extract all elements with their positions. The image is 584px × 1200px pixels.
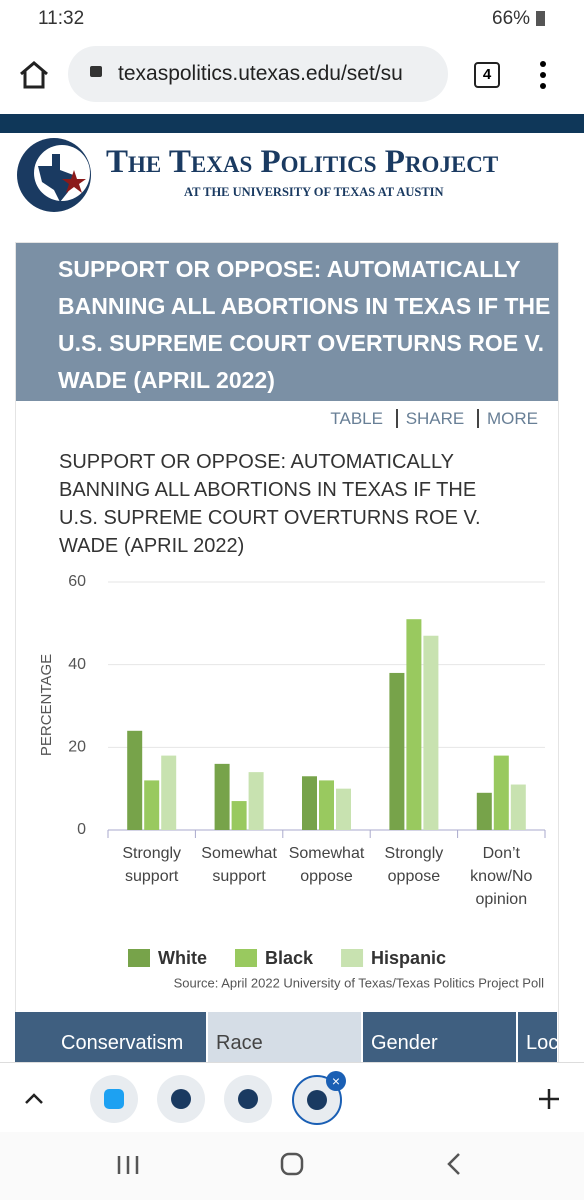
- tab-twitter[interactable]: [90, 1075, 138, 1123]
- tab-site[interactable]: [157, 1075, 205, 1123]
- action-share[interactable]: SHARE: [405, 409, 465, 428]
- site-subtitle: AT THE UNIVERSITY OF TEXAS AT AUSTIN: [184, 185, 444, 199]
- home-button[interactable]: [18, 60, 50, 90]
- lock-icon: [90, 66, 102, 77]
- chart: 0 20 40 60 PERCENTAGE Strongly support Somewhat…: [38, 573, 546, 990]
- tab[interactable]: Loc: [518, 1012, 557, 1062]
- battery: 66%: [492, 8, 531, 29]
- browser-bar: texaspolitics.utexas.edu/set/su 4: [0, 38, 584, 110]
- battery-icon: [536, 11, 545, 26]
- tab[interactable]: Race: [208, 1012, 363, 1062]
- close-tab[interactable]: ×: [326, 1071, 346, 1091]
- tab-count[interactable]: 4: [474, 62, 500, 88]
- bar: [144, 780, 160, 830]
- collapse-button[interactable]: [24, 1091, 44, 1105]
- chart-title: SUPPORT OR OPPOSE: AUTOMATICALLY BANNING…: [59, 451, 481, 557]
- time: 11:32: [38, 8, 85, 29]
- x-tick-label: Somewhat support: [201, 845, 277, 885]
- action-table[interactable]: TABLE: [330, 409, 383, 428]
- bar: [336, 788, 351, 830]
- bar: [389, 672, 405, 830]
- card-title: SUPPORT OR OPPOSE: AUTOMATICALLY BANNING…: [58, 256, 551, 393]
- bar: [231, 801, 247, 830]
- new-tab[interactable]: [538, 1088, 560, 1110]
- bar: [493, 755, 509, 830]
- legend-swatch: [128, 949, 150, 967]
- bar: [319, 780, 334, 830]
- bar: [510, 784, 526, 830]
- x-tick-label: Strongly support: [122, 845, 181, 885]
- tab-site[interactable]: [224, 1075, 272, 1123]
- card: SUPPORT OR OPPOSE: AUTOMATICALLY BANNING…: [15, 242, 559, 1064]
- url: texaspolitics.utexas.edu/set/su: [118, 62, 403, 85]
- site-title: The Texas Politics Project: [106, 144, 499, 180]
- bar: [302, 776, 317, 830]
- tab-list: Conservatism Race Gender Loc: [53, 1012, 557, 1062]
- legend-label: White: [158, 948, 207, 968]
- x-tick-label: Don’t know/No opinion: [470, 845, 532, 908]
- bar: [127, 730, 143, 830]
- bar: [248, 772, 264, 830]
- recent-apps[interactable]: [116, 1154, 140, 1176]
- y-axis-label: PERCENTAGE: [38, 654, 55, 756]
- legend-label: Black: [265, 948, 314, 968]
- y-tick-label: 0: [77, 821, 86, 838]
- tab[interactable]: Gender: [363, 1012, 518, 1062]
- legend-swatch: [235, 949, 257, 967]
- logo: [17, 138, 91, 212]
- y-tick-label: 60: [68, 573, 86, 590]
- card-header: SUPPORT OR OPPOSE: AUTOMATICALLY BANNING…: [16, 243, 558, 401]
- y-tick-label: 20: [68, 739, 86, 756]
- legend-label: Hispanic: [371, 948, 446, 968]
- nav-bar: [0, 1132, 584, 1200]
- y-tick-label: 40: [68, 656, 86, 673]
- tab[interactable]: Conservatism: [53, 1012, 208, 1062]
- legend-swatch: [341, 949, 364, 967]
- home[interactable]: [280, 1152, 304, 1176]
- card-actions: TABLE SHARE MORE: [330, 409, 538, 429]
- x-tick-label: Somewhat oppose: [289, 845, 365, 885]
- back[interactable]: [446, 1152, 462, 1176]
- bar: [406, 619, 422, 830]
- bar: [214, 763, 230, 830]
- tab-bar: ×: [0, 1062, 584, 1133]
- status-bar: 11:32 66%: [0, 0, 584, 38]
- nav-strip: [0, 114, 584, 133]
- source: Source: April 2022 University of Texas/T…: [174, 975, 545, 990]
- menu-button[interactable]: [538, 60, 548, 90]
- bar: [476, 792, 492, 830]
- x-tick-label: Strongly oppose: [385, 845, 444, 885]
- bar: [423, 635, 439, 830]
- action-more[interactable]: MORE: [487, 409, 538, 428]
- bar: [161, 755, 177, 830]
- tab-row: Conservatism Race Gender Loc: [15, 1012, 557, 1062]
- url-field[interactable]: texaspolitics.utexas.edu/set/su: [68, 46, 448, 102]
